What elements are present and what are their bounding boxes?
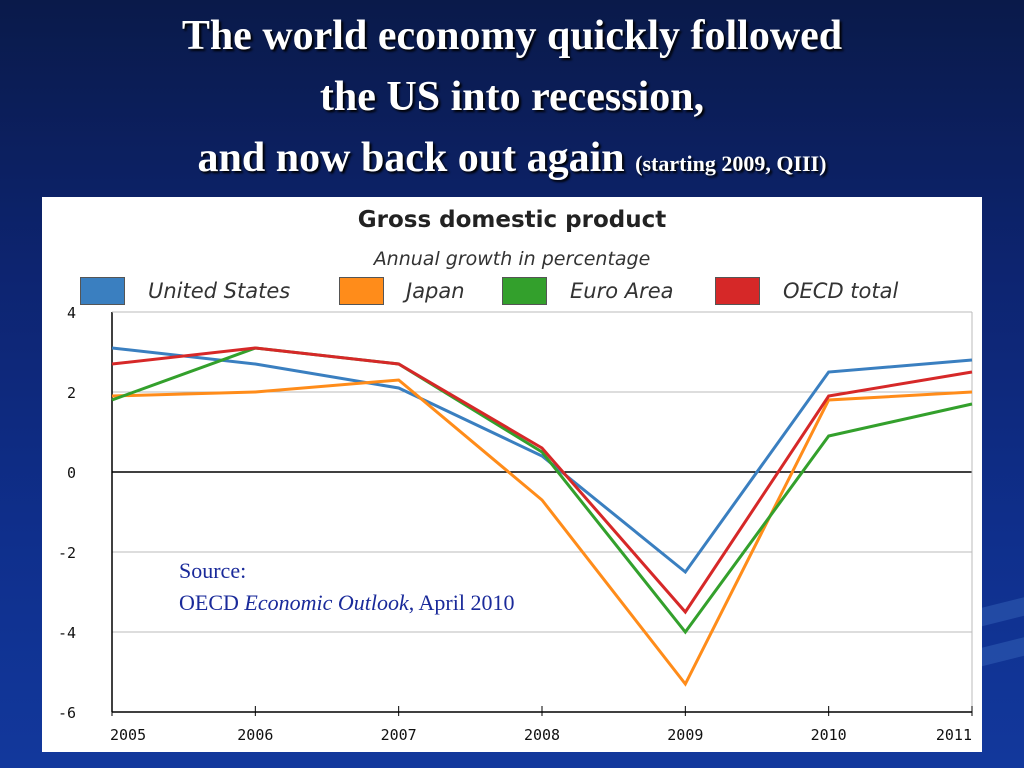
legend-swatch-us	[80, 277, 125, 305]
chart-title: Gross domestic product	[357, 207, 667, 233]
series-line-oecd-total	[111, 346, 973, 615]
series-line-japan	[111, 378, 973, 687]
source-date: , April 2010	[408, 590, 515, 615]
title-note: (starting 2009, QIII)	[635, 151, 827, 176]
x-tick-label: 2009	[667, 726, 703, 744]
legend-label-euro-area: Euro Area	[570, 279, 674, 303]
series-line-united-states	[111, 346, 973, 575]
source-citation: OECD Economic Outlook, April 2010	[179, 587, 514, 619]
y-tick-label: 0	[67, 464, 76, 482]
x-tick-label: 2005	[110, 726, 146, 744]
source-note: Source: OECD Economic Outlook, April 201…	[179, 555, 514, 619]
x-tick-label: 2010	[811, 726, 847, 744]
source-label: Source:	[179, 558, 247, 583]
legend-label-japan: Japan	[406, 279, 465, 303]
title-line-3: and now back out again (starting 2009, Q…	[0, 128, 1024, 194]
y-tick-label: -6	[58, 704, 76, 722]
x-tick-label: 2011	[936, 726, 972, 744]
legend-swatch-japan	[339, 277, 384, 305]
source-publication: Economic Outlook	[244, 590, 409, 615]
legend-swatch-oecd	[715, 277, 760, 305]
x-tick-label: 2006	[237, 726, 273, 744]
title-line-3-text: and now back out again	[197, 135, 625, 181]
x-tick-label: 2008	[524, 726, 560, 744]
gdp-line-chart: 4 2 0 -2 -4 -6 2005 2006 2007 2008 2009 2010 2011	[58, 304, 973, 744]
legend-label-oecd: OECD total	[783, 279, 899, 303]
legend-swatch-euro-area	[502, 277, 547, 305]
y-tick-label: 2	[67, 384, 76, 402]
title-line-1: The world economy quickly followed	[181, 13, 843, 59]
chart-subtitle: Annual growth in percentage	[373, 248, 651, 270]
y-tick-label: -2	[58, 544, 76, 562]
y-tick-label: 4	[67, 304, 76, 322]
legend-label-us: United States	[148, 279, 291, 303]
chart-panel: Gross domestic product Annual growth in …	[42, 197, 982, 752]
source-org: OECD	[179, 590, 239, 615]
x-tick-label: 2007	[381, 726, 417, 744]
title-line-2: the US into recession,	[319, 74, 705, 120]
y-tick-label: -4	[58, 624, 76, 642]
slide-title: The world economy quickly followed the U…	[0, 6, 1024, 194]
